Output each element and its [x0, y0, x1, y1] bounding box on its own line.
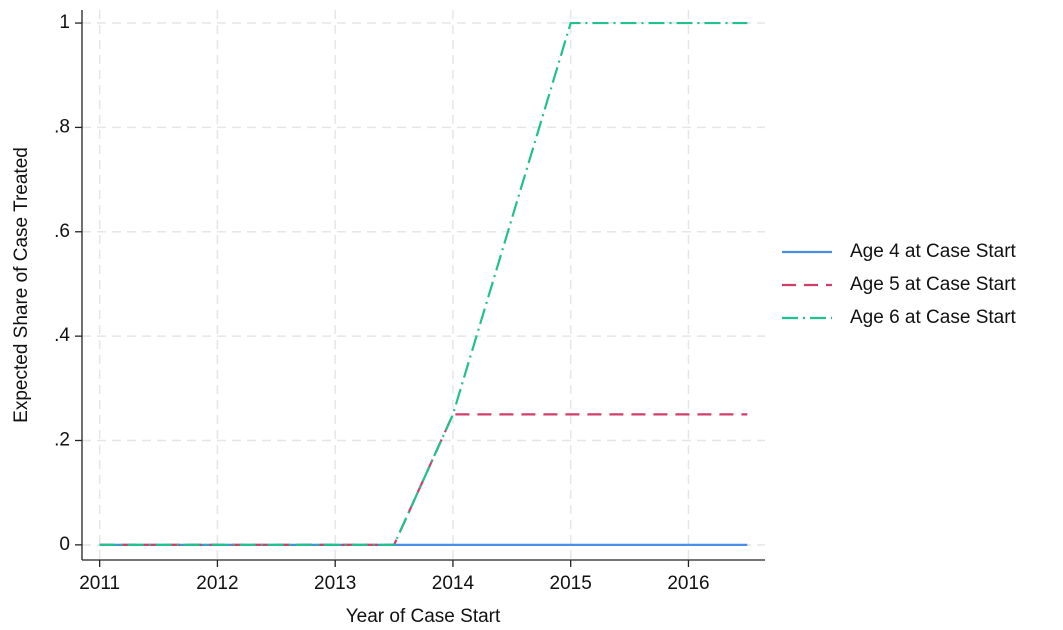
- legend-label: Age 6 at Case Start: [850, 307, 1017, 328]
- y-tick-label: .4: [54, 325, 70, 346]
- y-tick-label: 1: [59, 12, 70, 33]
- series-line: [99, 21, 748, 546]
- y-axis-title: Expected Share of Case Treated: [11, 147, 32, 423]
- y-tick-label: .8: [54, 116, 70, 137]
- y-tick-label: .2: [54, 430, 70, 451]
- y-tick-label: .6: [54, 221, 70, 242]
- legend-label: Age 4 at Case Start: [850, 241, 1017, 262]
- y-tick-label: 0: [59, 534, 70, 555]
- x-tick-label: 2016: [667, 573, 709, 594]
- x-tick-label: 2015: [550, 573, 592, 594]
- x-tick-label: 2013: [314, 573, 356, 594]
- x-tick-label: 2014: [432, 573, 475, 594]
- legend-label: Age 5 at Case Start: [850, 274, 1017, 295]
- x-tick-label: 2012: [196, 573, 238, 594]
- x-axis-title: Year of Case Start: [346, 606, 501, 627]
- x-tick-label: 2011: [79, 573, 120, 594]
